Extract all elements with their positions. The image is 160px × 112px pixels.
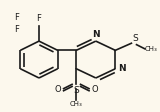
Text: S: S <box>133 34 138 43</box>
Text: CH₃: CH₃ <box>145 46 158 52</box>
Text: O: O <box>55 85 61 94</box>
Text: CH₃: CH₃ <box>70 101 83 107</box>
Text: S: S <box>73 86 79 95</box>
Text: N: N <box>118 64 125 73</box>
Text: F: F <box>14 13 19 22</box>
Text: O: O <box>91 85 98 94</box>
Text: N: N <box>92 30 100 39</box>
Text: F: F <box>14 25 19 34</box>
Text: F: F <box>37 14 41 23</box>
